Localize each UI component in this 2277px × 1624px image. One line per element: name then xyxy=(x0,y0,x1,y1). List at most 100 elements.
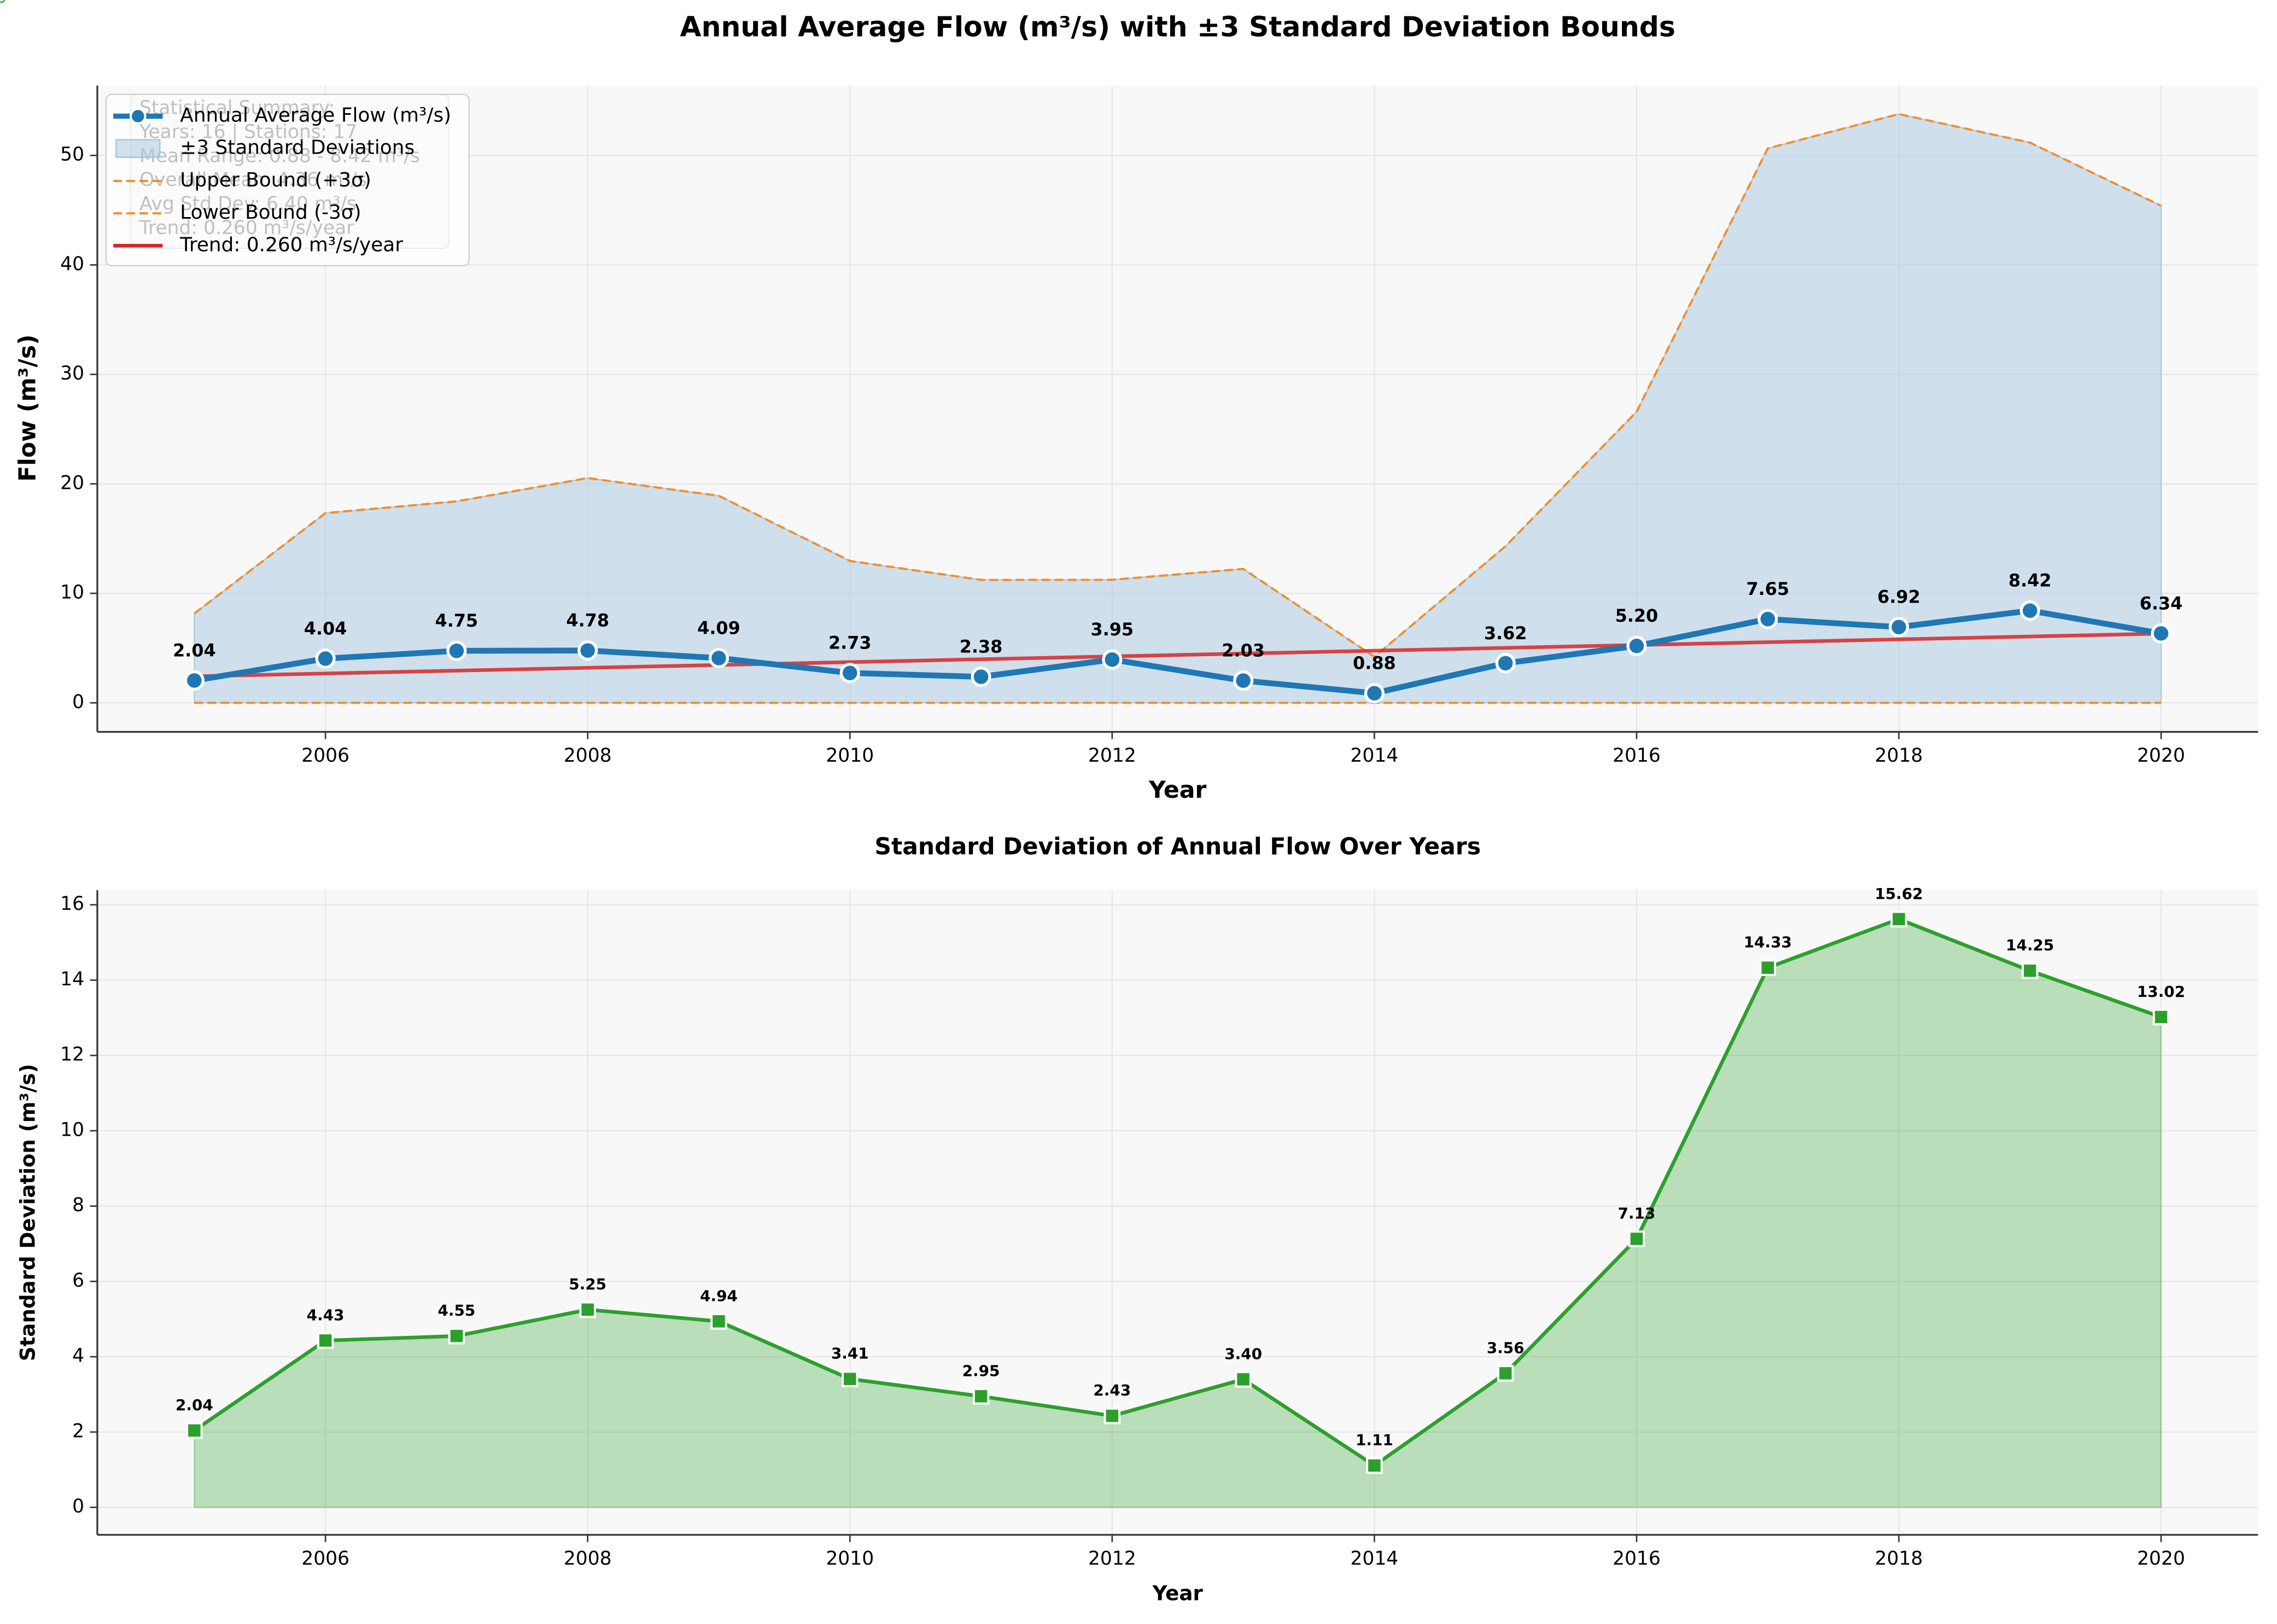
y-tick-label: 30 xyxy=(60,363,84,384)
point-marker xyxy=(1235,1371,1252,1388)
data-label: 2.38 xyxy=(960,636,1003,657)
point-marker xyxy=(577,640,598,661)
data-label-box xyxy=(0,0,5,3)
x-tick-label: 2010 xyxy=(826,1548,874,1570)
x-tick-label: 2016 xyxy=(1613,1548,1661,1570)
y-tick-label: 40 xyxy=(60,253,84,275)
data-label: 2.03 xyxy=(1222,640,1265,661)
point-marker xyxy=(972,1388,990,1405)
x-tick-label: 2006 xyxy=(301,745,349,767)
data-label: 15.62 xyxy=(1875,885,1923,903)
series-line xyxy=(194,113,2162,658)
point-marker xyxy=(1890,910,1907,928)
data-label: 6.34 xyxy=(2140,593,2183,614)
data-label: 3.95 xyxy=(1091,619,1134,640)
point-marker xyxy=(186,1422,203,1439)
x-tick-label: 2012 xyxy=(1088,745,1136,767)
x-tick-label: 2018 xyxy=(1875,745,1923,767)
point-marker xyxy=(579,1301,596,1318)
x-tick-label: 2020 xyxy=(2137,745,2185,767)
point-marker xyxy=(446,640,467,661)
legend-swatch xyxy=(115,139,161,158)
data-label: 4.55 xyxy=(438,1301,476,1319)
x-tick-label: 2006 xyxy=(301,1548,349,1570)
data-label: 13.02 xyxy=(2137,983,2185,1001)
series-line xyxy=(193,917,2162,1468)
point-marker xyxy=(1758,609,1778,629)
point-marker xyxy=(1759,959,1776,977)
point-marker xyxy=(317,1332,334,1349)
data-labels: 2.04 4.04 4.75 4.78 4.09 2.73 2.38 3.95 2.03 0.88… xyxy=(0,0,2182,674)
data-label: 6.92 xyxy=(1877,587,1920,607)
series-line xyxy=(194,607,2162,697)
point-marker xyxy=(2151,623,2171,644)
x-tick-label: 2010 xyxy=(826,745,874,767)
data-label: 3.40 xyxy=(1224,1345,1262,1363)
legend-label: Lower Bound (-3σ) xyxy=(180,201,361,224)
point-marker xyxy=(184,670,205,691)
point-marker xyxy=(448,1328,465,1345)
data-label: 14.33 xyxy=(1744,933,1792,951)
x-axis-label: Year xyxy=(1148,777,1206,804)
legend-box xyxy=(105,94,470,267)
data-label: 2.04 xyxy=(176,1396,213,1414)
y-tick-label: 14 xyxy=(60,968,84,990)
point-marker xyxy=(841,1370,859,1388)
x-tick-label: 2014 xyxy=(1350,1548,1398,1570)
data-label: 0.88 xyxy=(1353,653,1396,674)
y-axis-label: Flow (m³/s) xyxy=(15,335,42,482)
data-label: 8.42 xyxy=(2009,570,2052,591)
y-tick-label: 16 xyxy=(60,893,84,915)
data-label: 4.04 xyxy=(304,618,347,639)
chart-title: Standard Deviation of Annual Flow Over Y… xyxy=(874,833,1481,860)
point-marker xyxy=(1366,1457,1383,1474)
plot-background xyxy=(97,890,2258,1535)
x-axis-label: Year xyxy=(1152,1581,1204,1605)
y-tick-label: 12 xyxy=(60,1044,84,1066)
point-marker xyxy=(1364,683,1385,704)
x-tick-label: 2018 xyxy=(1875,1548,1923,1570)
point-marker xyxy=(2152,1008,2170,1026)
y-tick-label: 4 xyxy=(72,1345,84,1367)
data-label: 5.20 xyxy=(1615,605,1659,626)
data-label: 2.43 xyxy=(1093,1381,1131,1399)
data-label: 4.78 xyxy=(566,610,609,631)
legend-label: Annual Average Flow (m³/s) xyxy=(180,104,451,126)
point-marker xyxy=(1495,653,1516,674)
series-line xyxy=(194,632,2162,679)
point-marker xyxy=(1102,649,1123,670)
data-label: 1.11 xyxy=(1356,1431,1393,1449)
y-tick-label: 50 xyxy=(60,144,84,166)
data-label: 3.56 xyxy=(1487,1339,1525,1357)
data-label: 2.95 xyxy=(962,1362,1000,1380)
data-label: 7.65 xyxy=(1746,579,1789,599)
point-marker xyxy=(1626,635,1647,656)
point-marker xyxy=(971,667,991,687)
data-labels: 2.04 4.43 4.55 5.25 4.94 3.41 2.95 2.43 3.40 1.11… xyxy=(0,0,2185,1449)
y-tick-label: 8 xyxy=(72,1194,84,1216)
legend-marker xyxy=(130,108,147,125)
legend-label: ±3 Standard Deviations xyxy=(180,137,414,159)
y-tick-label: 2 xyxy=(72,1420,84,1442)
point-marker xyxy=(1233,670,1254,691)
point-marker xyxy=(708,647,729,669)
x-tick-label: 2008 xyxy=(564,745,612,767)
x-tick-label: 2008 xyxy=(564,1548,612,1570)
data-label: 4.43 xyxy=(307,1306,345,1324)
data-label: 4.09 xyxy=(697,617,740,638)
point-marker xyxy=(1888,617,1910,638)
x-tick-label: 2014 xyxy=(1350,745,1398,767)
y-tick-label: 0 xyxy=(72,1496,84,1517)
data-label: 2.73 xyxy=(828,633,872,653)
data-label: 4.94 xyxy=(700,1287,738,1305)
y-axis-label: Standard Deviation (m³/s) xyxy=(16,1064,40,1362)
y-tick-label: 10 xyxy=(60,582,84,604)
chart-title: Annual Average Flow (m³/s) with ±3 Stand… xyxy=(680,11,1675,43)
data-label: 3.62 xyxy=(1484,623,1527,644)
data-label: 3.41 xyxy=(831,1345,869,1363)
x-tick-label: 2020 xyxy=(2137,1548,2185,1570)
legend-label: Trend: 0.260 m³/s/year xyxy=(179,233,403,256)
y-tick-label: 20 xyxy=(60,472,84,494)
point-marker xyxy=(2019,600,2040,621)
